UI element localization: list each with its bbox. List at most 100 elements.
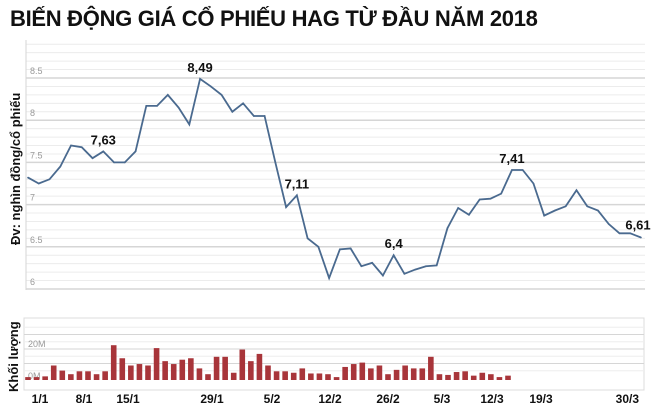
x-tick-label: 19/3 — [529, 392, 553, 406]
price-point — [134, 150, 137, 153]
volume-bar — [50, 365, 57, 380]
x-tick-label: 12/3 — [480, 392, 504, 406]
volume-bar — [393, 369, 400, 380]
price-point — [27, 176, 29, 179]
volume-bar — [410, 368, 417, 380]
price-point — [382, 274, 384, 277]
volume-bar — [299, 368, 306, 380]
data-label: 6,4 — [385, 236, 404, 251]
y-axis-label: Khối lượng — [6, 321, 21, 392]
volume-bar — [368, 368, 374, 380]
volume-bar — [68, 374, 74, 380]
price-point — [468, 213, 470, 216]
volume-bar — [385, 374, 391, 380]
volume-bar — [42, 376, 48, 380]
data-label: 7,63 — [91, 132, 116, 147]
volume-bar — [33, 377, 40, 380]
volume-bar — [230, 372, 237, 380]
x-tick-label: 30/3 — [616, 392, 640, 406]
price-point — [91, 157, 94, 159]
price-point — [37, 182, 40, 185]
volume-bar — [453, 372, 460, 380]
volume-bar — [445, 374, 451, 380]
volume-bar — [145, 365, 151, 380]
volume-bar — [85, 371, 91, 380]
volume-bar — [153, 348, 160, 380]
price-point — [618, 232, 621, 235]
volume-bar — [25, 377, 31, 380]
volume-bar — [350, 364, 357, 380]
price-point — [220, 94, 223, 96]
volume-bar — [59, 370, 66, 380]
price-point — [435, 264, 438, 267]
price-point — [554, 209, 556, 212]
price-point — [586, 205, 589, 208]
price-point — [607, 223, 610, 225]
price-point — [296, 194, 298, 197]
price-point — [478, 198, 481, 201]
volume-bar — [479, 372, 486, 380]
y-tick-label: 6.5 — [30, 235, 43, 245]
volume-bar — [436, 374, 443, 380]
x-tick-label: 5/3 — [434, 392, 451, 406]
volume-bar — [205, 374, 211, 380]
price-point — [414, 268, 416, 271]
data-label: 6,61 — [625, 218, 650, 233]
price-point — [317, 246, 320, 248]
y-tick-label: 0M — [28, 371, 41, 381]
price-point — [425, 265, 427, 268]
volume-bar — [162, 361, 168, 380]
price-point — [231, 110, 234, 113]
volume-bar — [256, 353, 263, 380]
y-tick-label: 20M — [28, 339, 46, 349]
volume-bar — [505, 375, 511, 380]
x-tick-label: 5/2 — [264, 392, 281, 406]
price-point — [457, 207, 459, 209]
volume-bar — [376, 365, 383, 380]
price-point — [188, 123, 191, 126]
price-point — [156, 105, 158, 107]
price-point — [285, 206, 287, 208]
volume-bar — [222, 356, 228, 380]
x-tick-label: 1/1 — [32, 392, 49, 406]
y-tick-label: 8 — [30, 108, 35, 118]
volume-bar — [333, 377, 340, 380]
volume-bar — [325, 374, 331, 380]
price-point — [242, 102, 244, 105]
volume-bar — [188, 358, 194, 380]
volume-bar — [119, 358, 126, 380]
volume-bar — [342, 366, 348, 380]
y-tick-label: 8.5 — [30, 66, 43, 76]
price-point — [532, 182, 535, 185]
price-point — [167, 94, 169, 96]
volume-bar — [136, 364, 143, 380]
price-point — [199, 78, 201, 80]
price-point — [392, 254, 395, 257]
y-tick-label: 7.5 — [30, 150, 43, 160]
price-point — [511, 169, 513, 171]
price-point — [360, 265, 363, 268]
volume-bar — [179, 359, 186, 380]
volume-bar — [248, 361, 254, 380]
price-point — [371, 262, 373, 264]
volume-bar — [308, 373, 314, 380]
volume-bar — [196, 368, 203, 380]
data-label: 8,49 — [187, 60, 212, 75]
price-point — [274, 161, 277, 164]
volume-bar — [282, 371, 288, 380]
price-point — [113, 161, 115, 164]
x-tick-label: 12/2 — [318, 392, 342, 406]
price-point — [521, 169, 524, 171]
price-point — [564, 205, 567, 208]
price-point — [339, 248, 341, 251]
volume-bar — [470, 375, 477, 380]
price-point — [575, 189, 578, 192]
volume-bar — [316, 373, 323, 380]
price-point — [102, 150, 105, 153]
y-tick-label: 7 — [30, 193, 35, 203]
volume-bar — [213, 356, 220, 380]
y-tick-label: 6 — [30, 277, 35, 287]
x-tick-label: 15/1 — [116, 392, 140, 406]
price-point — [48, 178, 51, 181]
